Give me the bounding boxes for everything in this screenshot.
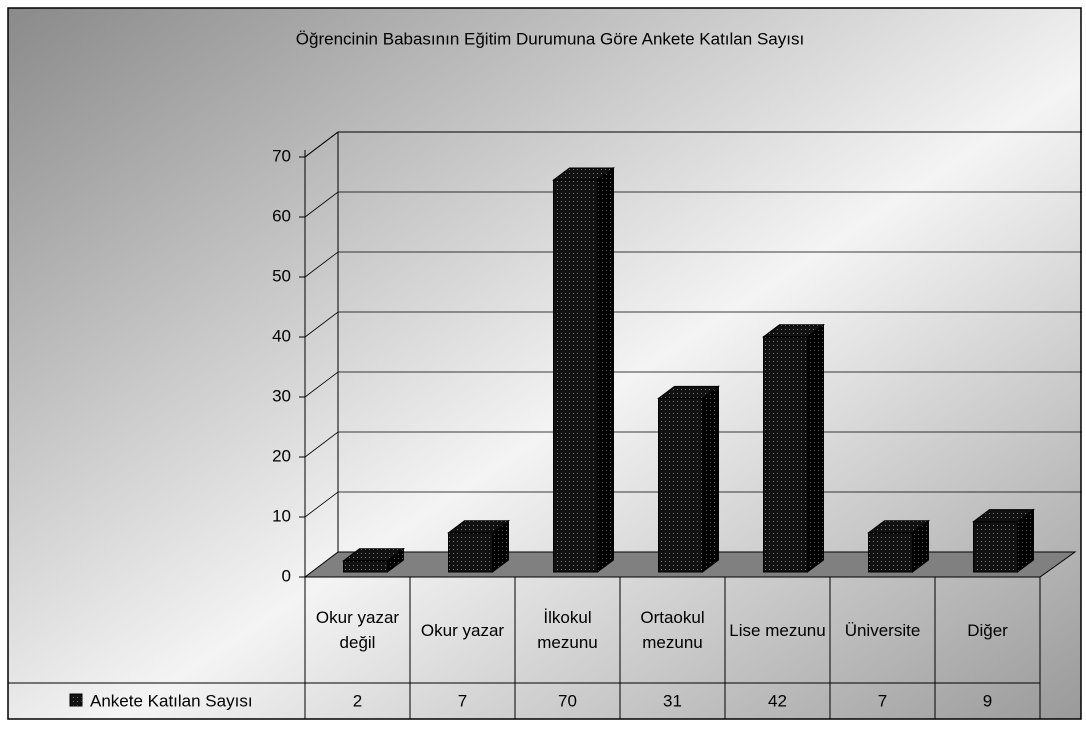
bar-front [553,179,598,573]
x-tick-label: Üniversite [844,620,921,640]
y-tick-label: 0 [282,566,291,585]
grid-line [304,431,1082,458]
bar-top [867,520,930,534]
category-cell: Okur yazar [420,620,505,640]
category-cell: Okur yazar değil [315,608,400,652]
bar-side [597,167,614,573]
y-tick-label: 20 [272,446,291,465]
legend-key [69,693,83,707]
y-tick-label: 10 [272,506,291,525]
y-tick-label: 50 [272,266,291,285]
data-label: 31 [663,691,682,710]
bar-front [448,532,493,573]
bar-front [343,560,388,573]
category-cell: Üniversite [844,620,921,640]
bar-front [658,397,703,573]
data-label: 7 [878,691,887,710]
category-cell: Ortaokul mezunu [640,608,705,652]
bar-side [807,323,824,573]
y-tick-label: 40 [272,326,291,345]
category-cell: İlkokul mezunu [537,608,598,652]
bar [342,547,405,573]
x-tick-label: Okur yazar [420,620,505,640]
legend-label: Ankete Katılan Sayısı [90,691,253,710]
category-cell: Lise mezunu [729,620,826,640]
bar-top [552,167,615,181]
bar-top [342,548,405,562]
bar [657,385,720,573]
x-tick-label: Diğer [967,620,1008,640]
grid-line [304,191,1082,218]
grid-line [304,491,1082,518]
bar-front [763,336,808,573]
bar-top [762,324,825,338]
bar-front [973,521,1018,573]
grid-line [304,311,1082,338]
bar-top [657,385,720,399]
y-tick-label: 60 [272,206,291,225]
bar-top [971,509,1036,523]
grid-line [304,251,1082,278]
grid-line [304,131,1082,158]
bar [762,323,825,573]
x-tick-label: Okur yazar değil [315,608,400,652]
data-label: 7 [458,691,467,710]
data-label: 70 [558,691,577,710]
chart-title: Öğrencinin Babasının Eğitim Durumuna Gör… [296,29,804,48]
y-tick-label: 30 [272,386,291,405]
grid-line [304,371,1082,398]
data-label: 9 [983,691,992,710]
chart-area [7,7,1082,720]
bar [867,519,930,573]
data-label: 2 [353,691,362,710]
x-tick-label: Ortaokul mezunu [640,608,705,652]
bar [552,167,615,573]
x-tick-label: İlkokul mezunu [537,608,598,652]
bar-front [868,532,913,573]
category-cell: Diğer [967,620,1008,640]
y-tick-label: 70 [272,146,291,165]
bar [447,519,510,573]
x-tick-label: Lise mezunu [729,620,826,640]
bar-top [447,520,510,534]
bar [971,508,1036,573]
data-label: 42 [768,691,787,710]
bar-side [702,385,719,573]
